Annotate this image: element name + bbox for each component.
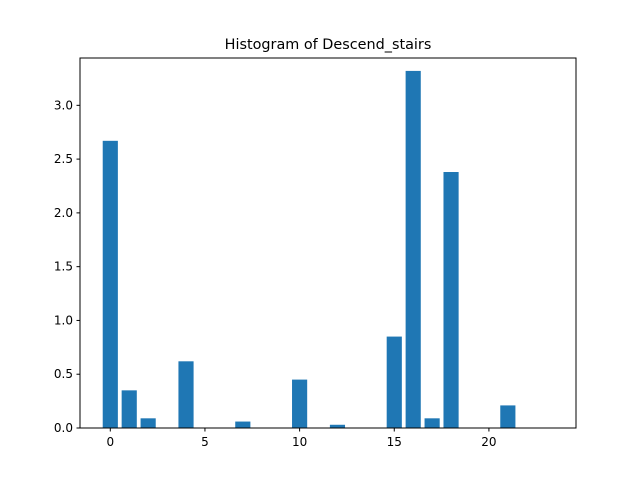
bar-2: [141, 418, 156, 428]
x-tick-label: 10: [292, 435, 307, 449]
bar-21: [500, 405, 515, 428]
bar-15: [387, 337, 402, 428]
bar-7: [235, 422, 250, 428]
x-tick-label: 0: [106, 435, 114, 449]
x-tick-label: 5: [201, 435, 209, 449]
bar-10: [292, 380, 307, 428]
bar-0: [103, 141, 118, 428]
y-tick-label: 1.5: [54, 260, 73, 274]
chart-title: Histogram of Descend_stairs: [225, 37, 432, 53]
y-tick-label: 0.5: [54, 367, 73, 381]
x-tick-label: 15: [387, 435, 402, 449]
y-tick-label: 3.0: [54, 98, 73, 112]
bar-1: [122, 390, 137, 428]
bar-4: [178, 361, 193, 428]
bar-18: [443, 172, 458, 428]
x-tick-label: 20: [481, 435, 496, 449]
y-tick-label: 2.0: [54, 206, 73, 220]
y-tick-label: 1.0: [54, 313, 73, 327]
bar-16: [406, 71, 421, 428]
bar-17: [425, 418, 440, 428]
y-tick-label: 2.5: [54, 152, 73, 166]
y-tick-label: 0.0: [54, 421, 73, 435]
